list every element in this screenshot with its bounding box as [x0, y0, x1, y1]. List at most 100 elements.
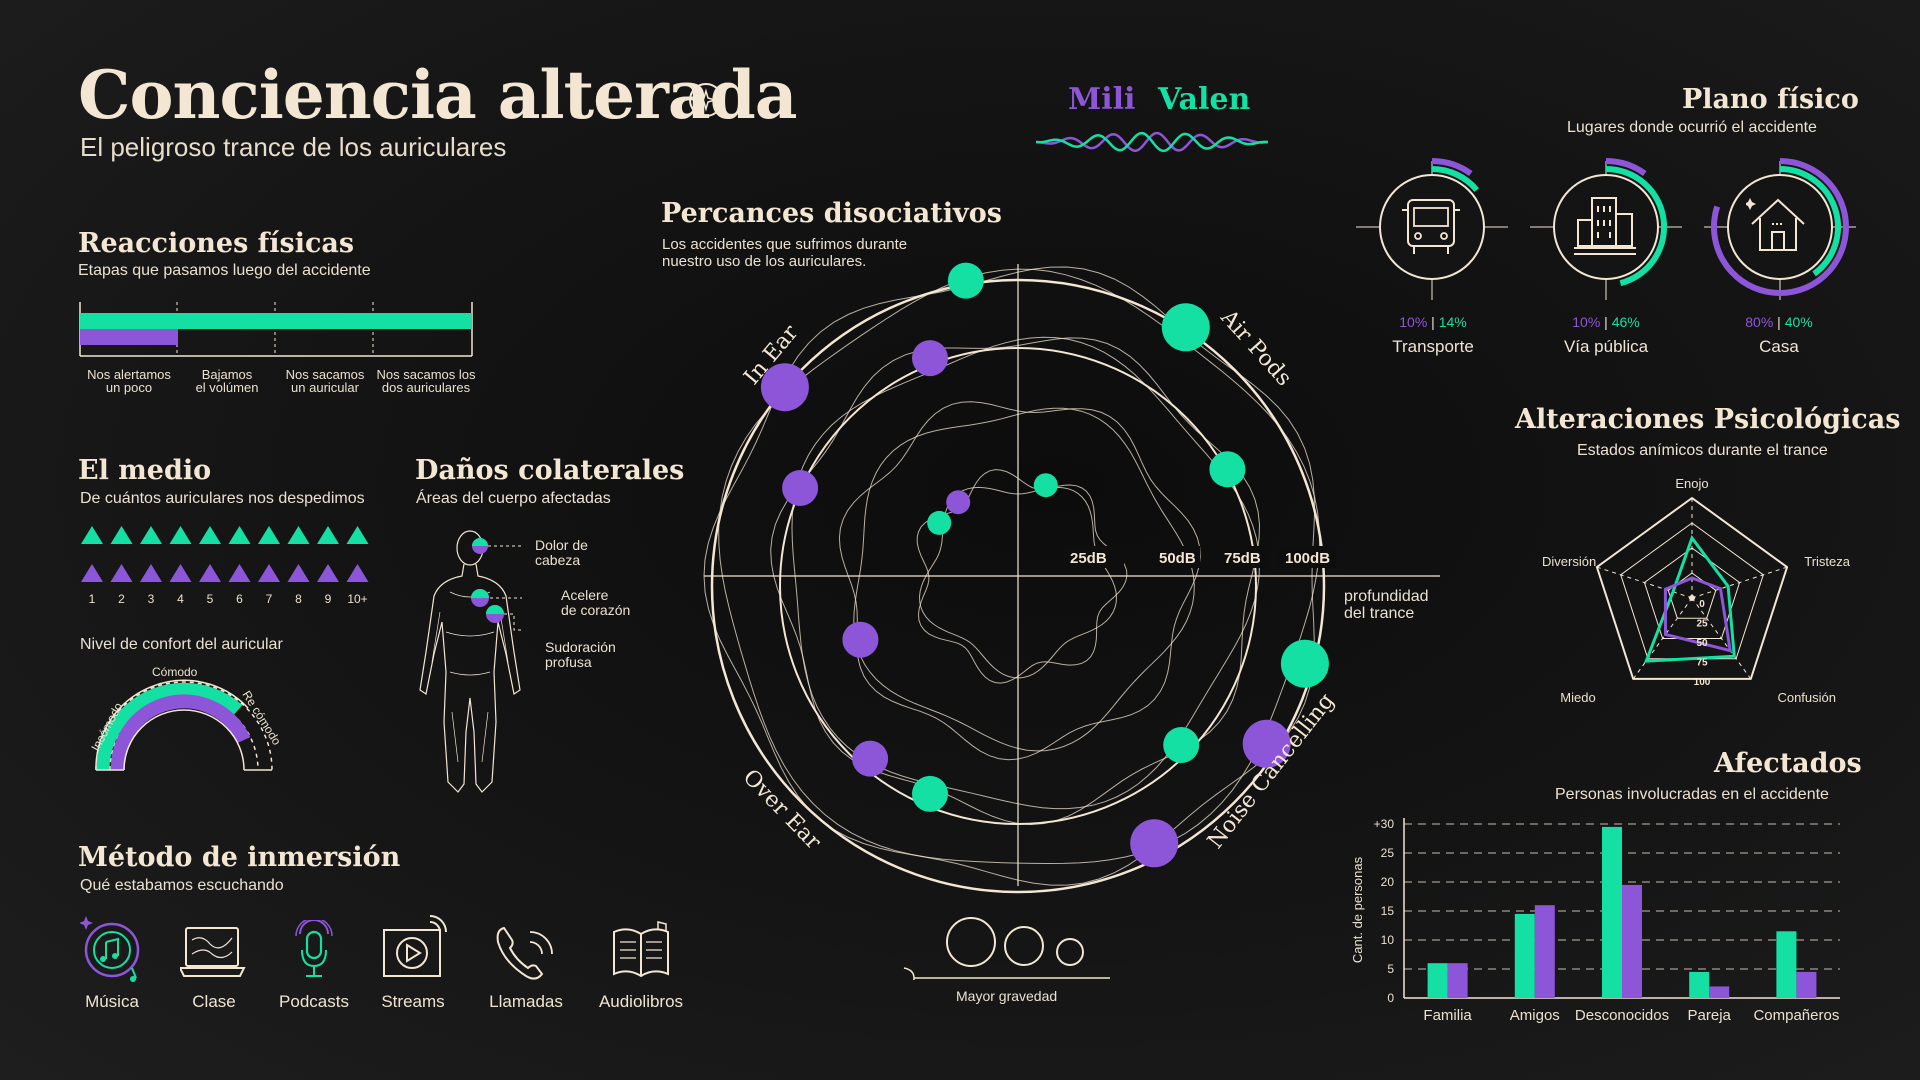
metodo-label-musica: Música [85, 992, 139, 1011]
casa-valen-pct: 40% [1784, 314, 1813, 330]
casa-mili-pct: 80% [1745, 314, 1774, 330]
percance-dot-mili [782, 470, 819, 506]
stream-icon [383, 915, 447, 977]
plano-label-transporte: Transporte [1392, 337, 1474, 356]
medio-triangle-valen [199, 526, 221, 544]
metodo-label-podcasts: Podcasts [279, 992, 349, 1011]
stage-label-4: Nos sacamos los dos auriculares [376, 367, 476, 395]
percance-dot-mili [852, 740, 889, 777]
bar-mili [1534, 905, 1555, 998]
danos-label-sudoracion: Sudoración profusa [545, 639, 616, 670]
percances-title: Percances disociativos [661, 198, 1002, 229]
confort-arc-mili [110, 694, 251, 771]
bar-category-label: Compañeros [1753, 1007, 1839, 1024]
medio-triangle-valen [287, 526, 310, 544]
metodo-label-clase: Clase [192, 992, 236, 1011]
plano-arc [1710, 158, 1849, 296]
bar-mili [1796, 971, 1817, 998]
bus-icon [1402, 199, 1460, 254]
plano-label-casa: Casa [1759, 337, 1799, 356]
book-icon [613, 921, 669, 978]
stage-label-3: Nos sacamos un auricular [285, 367, 365, 395]
plano-arc [1431, 165, 1480, 192]
medio-triangle-mili [228, 564, 251, 582]
percance-dot-valen [1280, 639, 1329, 688]
afectados-subtitle: Personas involucradas en el accidente [1555, 786, 1829, 803]
quadrant-label-air-pods: Air Pods [1215, 305, 1296, 392]
bar-y-tick: 10 [1381, 933, 1395, 947]
percances-radial-chart: In Ear Air Pods Over Ear Noise Cancellin… [703, 262, 1440, 894]
medio-triangle-mili [110, 564, 133, 582]
confort-arc-valen [96, 682, 243, 771]
metodo-label-llamadas: Llamadas [489, 992, 563, 1011]
confort-gauge: Incómodo Cómodo Re cómodo [88, 665, 284, 771]
radar-scale-label: 50 [1696, 638, 1708, 649]
medio-scale-label: 5 [207, 592, 214, 606]
medio-triangle-valen [317, 526, 339, 544]
sparkle-icon [688, 82, 724, 123]
plano-arc [1779, 166, 1841, 277]
metodo-label-streams: Streams [381, 992, 445, 1011]
via-publica-valen-pct: 46% [1611, 314, 1640, 330]
percance-dot-mili [760, 363, 809, 412]
bar-y-axis-label: Cant. de personas [1350, 856, 1365, 963]
radar-scale-label: 25 [1696, 619, 1708, 630]
radar-axis-label: Tristeza [1804, 554, 1851, 569]
db-label-100: 100dB [1285, 550, 1330, 567]
bar-valen [1514, 913, 1535, 998]
legend-mili: Mili [1068, 82, 1136, 117]
plano-subtitle: Lugares donde ocurrió el accidente [1567, 119, 1817, 136]
transporte-mili-pct: 10% [1399, 314, 1428, 330]
radar-scale-label: 75 [1696, 658, 1708, 669]
medio-scale-label: 8 [295, 592, 302, 606]
percance-dot-valen [947, 262, 984, 299]
metodo-label-audiolibros: Audiolibros [598, 992, 684, 1011]
bar-category-label: Familia [1423, 1007, 1472, 1024]
plano-arc [1431, 158, 1473, 177]
medio-triangle-mili [81, 564, 103, 582]
bar-valen [1427, 963, 1448, 998]
plano-pct-via-publica: 10% | 46% [1572, 314, 1640, 330]
severity-label: Mayor gravedad [956, 988, 1058, 1004]
medio-triangle-mili [169, 564, 192, 582]
page-title: Conciencia alterada [78, 56, 798, 134]
medio-triangle-valen [169, 526, 192, 544]
plano-arc [1605, 158, 1647, 177]
plano-label-via-publica: Vía pública [1563, 337, 1649, 356]
bar-mili [1447, 963, 1468, 998]
medio-scale-label: 4 [177, 592, 184, 606]
medio-scale-label: 1 [89, 592, 96, 606]
quadrant-label-over-ear: Over Ear [738, 765, 826, 855]
severity-legend [903, 917, 1110, 980]
danos-label-cabeza: Dolor de cabeza [535, 537, 588, 568]
danos-title: Daños colaterales [415, 455, 685, 486]
confort-label-comodo: Cómodo [152, 665, 198, 679]
bar-category-label: Desconocidos [1575, 1007, 1669, 1024]
afectados-bar-chart: 0 5 10 15 20 25 +30 Cant. de personas Familia Ami… [1350, 817, 1840, 1024]
bar-valen [1776, 931, 1797, 998]
danos-label-corazon: Acelere de corazón [561, 587, 631, 618]
page-subtitle: El peligroso trance de los auriculares [80, 132, 507, 162]
medio-triangle-valen [346, 526, 369, 544]
bar-y-tick: 15 [1381, 904, 1395, 918]
medio-scale-label: 9 [325, 592, 332, 606]
db-label-25: 25dB [1070, 550, 1107, 567]
reacciones-bar-valen [80, 313, 472, 329]
phone-icon [496, 926, 553, 980]
bar-y-tick: 0 [1387, 991, 1394, 1005]
quadrant-label-noise-cancelling: Noise Cancelling [1203, 689, 1339, 854]
alteraciones-title: Alteraciones Psicológicas [1515, 404, 1901, 435]
bar-category-label: Pareja [1688, 1007, 1732, 1024]
medio-triangle-mili [258, 564, 280, 582]
medio-scale-label: 6 [236, 592, 243, 606]
medio-scale-label: 10+ [347, 592, 367, 606]
bar-y-tick: 20 [1381, 875, 1395, 889]
reacciones-bar-mili [80, 329, 178, 345]
reacciones-bar-chart [79, 302, 473, 357]
medio-triangle-valen [81, 526, 103, 544]
radar-scale-label: 100 [1694, 677, 1711, 688]
house-icon [1746, 198, 1805, 251]
bar-mili [1622, 884, 1642, 998]
db-label-75: 75dB [1224, 550, 1261, 567]
bar-y-tick: 5 [1387, 962, 1394, 976]
